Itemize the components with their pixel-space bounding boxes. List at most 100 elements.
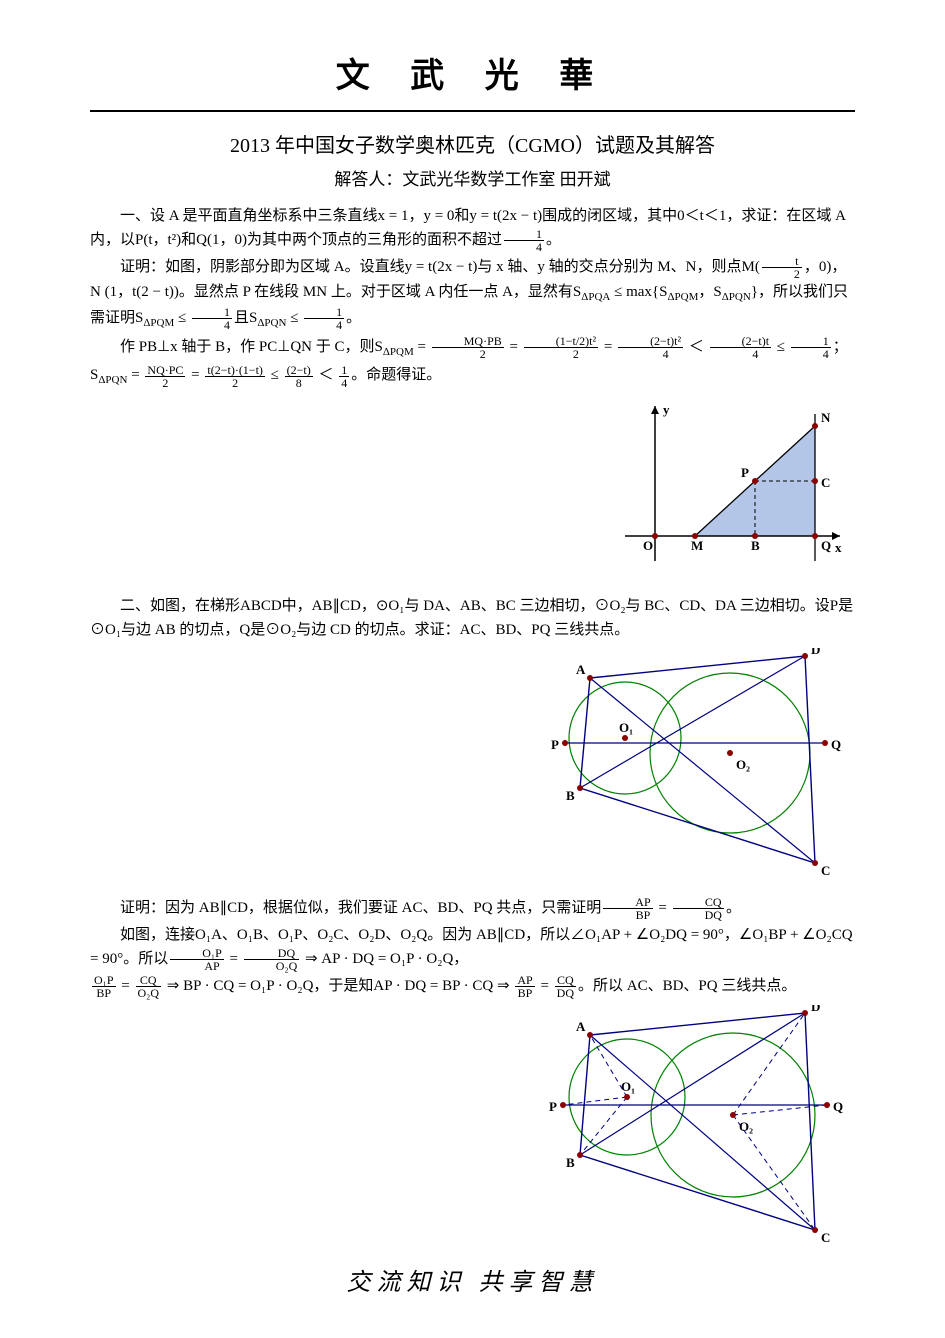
text: 。命题得证。: [351, 367, 441, 383]
svg-text:A: A: [576, 662, 586, 677]
num: (2−t): [285, 364, 313, 377]
fraction: MQ·PB2: [432, 335, 504, 360]
den: 4: [618, 348, 683, 360]
svg-text:O₁: O₁: [619, 720, 633, 735]
num: 1: [504, 228, 544, 241]
text: 证明：因为 AB∥CD，根据位似，我们要证 AC、BD、PQ 共点，只需证明: [120, 900, 601, 916]
svg-text:Q: Q: [831, 737, 841, 752]
problem2-statement: 二、如图，在梯形ABCD中，AB∥CD，⊙O₁与 DA、AB、BC 三边相切，⊙…: [90, 594, 855, 642]
svg-text:O: O: [643, 538, 653, 553]
den: 2: [524, 348, 598, 360]
text: ⇒ AP · DQ = O₁P · O₂Q，: [301, 951, 468, 967]
num: 1: [791, 335, 831, 348]
text: =: [655, 900, 671, 916]
figure3: ABCDPQO₁O₂: [535, 1005, 855, 1245]
text: =: [226, 951, 242, 967]
fraction: 14: [791, 335, 831, 360]
problem1-statement: 一、设 A 是平面直角坐标系中三条直线x = 1，y = 0和y = t(2x …: [90, 204, 855, 253]
den: 4: [304, 319, 344, 331]
den: O₂Q: [136, 987, 162, 999]
fraction: t(2−t)·(1−t)2: [205, 364, 265, 389]
den: 2: [762, 268, 802, 280]
fraction: O₁PAP: [170, 947, 224, 972]
text: =: [506, 339, 522, 355]
document-title: 2013 年中国女子数学奥林匹克（CGMO）试题及其解答: [90, 130, 855, 162]
figure2-wrap: ABCDPQO₁O₂: [90, 648, 855, 886]
problem2-proof-line2: 如图，连接O₁A、O₁B、O₁P、O₂C、O₂D、O₂Q。因为 AB∥CD，所以…: [90, 923, 855, 972]
num: (2−t)t: [710, 335, 771, 348]
fraction: CQDQ: [673, 896, 724, 921]
text: ＜: [315, 367, 338, 383]
text: 。所以 AC、BD、PQ 三线共点。: [578, 978, 796, 994]
fraction: O₁PBP: [92, 974, 116, 999]
num: 1: [339, 364, 349, 377]
text: 一、设 A 是平面直角坐标系中三条直线x = 1，y = 0和y = t(2x …: [90, 208, 845, 248]
svg-text:y: y: [663, 402, 670, 417]
svg-text:C: C: [821, 863, 830, 878]
text: 。: [726, 900, 741, 916]
document-subtitle: 解答人：文武光华数学工作室 田开斌: [90, 166, 855, 193]
text: =: [187, 367, 203, 383]
fraction: 14: [504, 228, 544, 253]
text: =: [127, 367, 143, 383]
svg-text:O₂: O₂: [736, 757, 750, 772]
figure1-wrap: OMBQPCNyx: [90, 396, 855, 584]
sub: ΔPQM: [143, 317, 174, 329]
svg-text:P: P: [741, 465, 749, 480]
text: 证明：如图，阴影部分即为区域 A。设直线y = t(2x − t)与 x 轴、y…: [120, 259, 760, 275]
figure2: ABCDPQO₁O₂: [535, 648, 855, 878]
svg-text:D: D: [811, 648, 820, 657]
text: ≤ max{S: [610, 284, 667, 300]
sub: ΔPQN: [98, 374, 127, 386]
text: ≤: [267, 367, 283, 383]
fraction: (2−t)t²4: [618, 335, 683, 360]
svg-text:B: B: [566, 788, 575, 803]
page-footer: 交流知识 共享智慧: [0, 1264, 945, 1302]
page-header: 文 武 光 華: [90, 50, 855, 112]
den: BP: [603, 909, 652, 921]
problem2-proof-line3: O₁PBP = CQO₂Q ⇒ BP · CQ = O₁P · O₂Q，于是知A…: [90, 974, 855, 999]
fraction: APBP: [515, 974, 534, 999]
num: MQ·PB: [432, 335, 504, 348]
svg-text:P: P: [549, 1099, 557, 1114]
svg-text:A: A: [576, 1019, 586, 1034]
den: DQ: [673, 909, 724, 921]
sub: ΔPQM: [667, 291, 698, 303]
fraction: 14: [192, 306, 232, 331]
text: ，S: [698, 284, 721, 300]
svg-text:O₁: O₁: [621, 1079, 635, 1094]
text: ⇒ BP · CQ = O₁P · O₂Q，于是知AP · DQ = BP · …: [163, 978, 513, 994]
svg-text:O₂: O₂: [739, 1119, 753, 1134]
den: 2: [205, 377, 265, 389]
problem1-proof-line1: 证明：如图，阴影部分即为区域 A。设直线y = t(2x − t)与 x 轴、y…: [90, 255, 855, 333]
text: =: [118, 978, 134, 994]
text: 。: [346, 310, 361, 326]
fraction: CQDQ: [555, 974, 576, 999]
text: ＜: [685, 339, 708, 355]
fraction: (1−t/2)t²2: [524, 335, 598, 360]
num: t: [762, 255, 802, 268]
text: 作 PB⊥x 轴于 B，作 PC⊥QN 于 C，则S: [120, 339, 383, 355]
text: =: [600, 339, 616, 355]
text: =: [537, 978, 553, 994]
fraction: CQO₂Q: [136, 974, 162, 999]
den: BP: [92, 987, 116, 999]
num: (2−t)t²: [618, 335, 683, 348]
den: 4: [339, 377, 349, 389]
svg-text:N: N: [821, 410, 831, 425]
svg-text:B: B: [566, 1155, 575, 1170]
den: BP: [515, 987, 534, 999]
fraction: t2: [762, 255, 802, 280]
den: 8: [285, 377, 313, 389]
fraction: 14: [339, 364, 349, 389]
fraction: 14: [304, 306, 344, 331]
fraction: DQO₂Q: [244, 947, 300, 972]
den: 2: [432, 348, 504, 360]
fraction: (2−t)8: [285, 364, 313, 389]
fraction: (2−t)t4: [710, 335, 771, 360]
svg-text:C: C: [821, 475, 830, 490]
text: ≤: [174, 310, 190, 326]
den: O₂Q: [244, 960, 300, 972]
text: 。: [546, 232, 561, 248]
problem2-proof-line1: 证明：因为 AB∥CD，根据位似，我们要证 AC、BD、PQ 共点，只需证明AP…: [90, 896, 855, 921]
